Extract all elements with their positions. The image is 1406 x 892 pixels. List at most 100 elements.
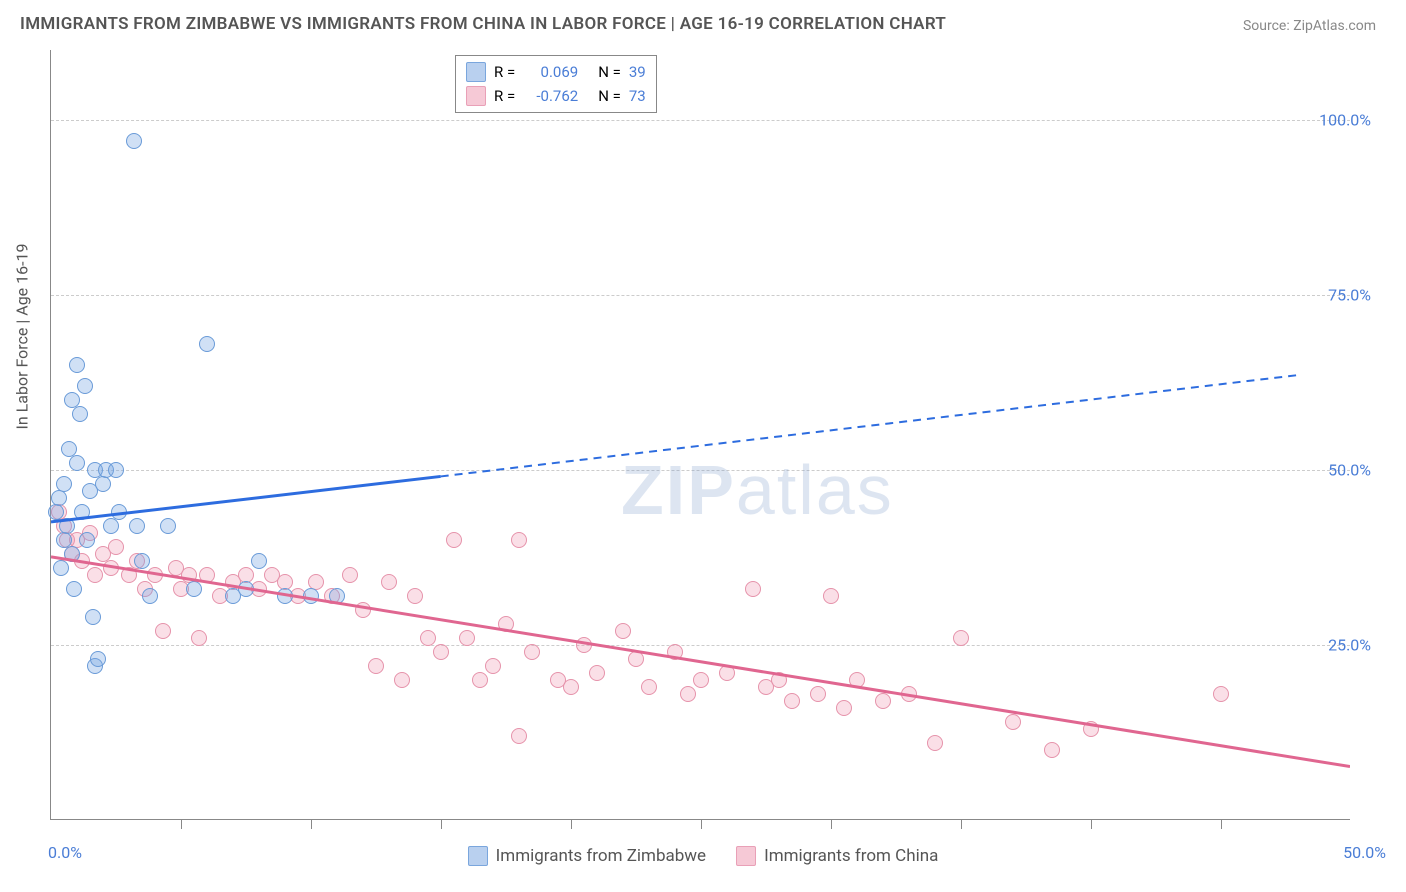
data-point-china <box>433 644 449 660</box>
data-point-china <box>342 567 358 583</box>
y-tick-label: 50.0% <box>1328 461 1371 480</box>
chart-container: IMMIGRANTS FROM ZIMBABWE VS IMMIGRANTS F… <box>0 0 1406 892</box>
r-value: 0.069 <box>523 63 578 81</box>
source-label: Source: ZipAtlas.com <box>1243 18 1376 34</box>
data-point-china <box>576 637 592 653</box>
data-point-china <box>511 728 527 744</box>
plot-area: ZIPatlas <box>50 50 1350 820</box>
r-label: R = <box>494 87 515 105</box>
swatch-china <box>466 86 486 106</box>
data-point-zimbabwe <box>277 588 293 604</box>
r-value: -0.762 <box>523 87 578 105</box>
data-point-china <box>1005 714 1021 730</box>
data-point-zimbabwe <box>251 553 267 569</box>
x-tick <box>961 819 962 829</box>
data-point-zimbabwe <box>56 476 72 492</box>
data-point-zimbabwe <box>79 532 95 548</box>
legend-item-zimbabwe: Immigrants from Zimbabwe <box>468 846 706 866</box>
data-point-china <box>459 630 475 646</box>
data-point-china <box>103 560 119 576</box>
data-point-zimbabwe <box>95 476 111 492</box>
data-point-china <box>745 581 761 597</box>
data-point-zimbabwe <box>186 581 202 597</box>
chart-title: IMMIGRANTS FROM ZIMBABWE VS IMMIGRANTS F… <box>20 14 946 34</box>
data-point-china <box>810 686 826 702</box>
data-point-china <box>836 700 852 716</box>
data-point-china <box>368 658 384 674</box>
data-point-zimbabwe <box>69 357 85 373</box>
x-tick <box>181 819 182 829</box>
n-value: 73 <box>629 87 646 105</box>
x-tick <box>701 819 702 829</box>
data-point-china <box>121 567 137 583</box>
data-point-china <box>953 630 969 646</box>
legend-series: Immigrants from Zimbabwe Immigrants from… <box>0 846 1406 866</box>
data-point-china <box>680 686 696 702</box>
data-point-zimbabwe <box>64 546 80 562</box>
grid-line <box>51 295 1350 296</box>
data-point-china <box>719 665 735 681</box>
data-point-zimbabwe <box>126 133 142 149</box>
n-label: N = <box>598 87 621 105</box>
x-tick-label-left: 0.0% <box>48 843 82 862</box>
trend-lines-svg <box>51 50 1350 819</box>
data-point-china <box>524 644 540 660</box>
data-point-china <box>771 672 787 688</box>
data-point-zimbabwe <box>51 490 67 506</box>
data-point-china <box>1083 721 1099 737</box>
x-tick <box>311 819 312 829</box>
data-point-china <box>927 735 943 751</box>
legend-stats: R = 0.069 N = 39 R = -0.762 N = 73 <box>455 55 657 113</box>
data-point-china <box>693 672 709 688</box>
y-tick-label: 25.0% <box>1328 636 1371 655</box>
data-point-china <box>589 665 605 681</box>
data-point-china <box>875 693 891 709</box>
watermark: ZIPatlas <box>621 450 894 530</box>
swatch-zimbabwe <box>466 62 486 82</box>
data-point-china <box>498 616 514 632</box>
data-point-china <box>901 686 917 702</box>
data-point-china <box>1213 686 1229 702</box>
x-tick <box>1091 819 1092 829</box>
data-point-zimbabwe <box>103 518 119 534</box>
data-point-zimbabwe <box>59 518 75 534</box>
data-point-china <box>784 693 800 709</box>
n-label: N = <box>598 63 621 81</box>
n-value: 39 <box>629 63 646 81</box>
data-point-china <box>615 623 631 639</box>
data-point-china <box>446 532 462 548</box>
data-point-china <box>381 574 397 590</box>
y-tick-label: 100.0% <box>1319 111 1371 130</box>
data-point-china <box>472 672 488 688</box>
data-point-china <box>628 651 644 667</box>
x-tick-label-right: 50.0% <box>1343 843 1386 862</box>
data-point-zimbabwe <box>329 588 345 604</box>
grid-line <box>51 120 1350 121</box>
legend-item-china: Immigrants from China <box>736 846 938 866</box>
data-point-china <box>199 567 215 583</box>
data-point-china <box>641 679 657 695</box>
data-point-zimbabwe <box>108 462 124 478</box>
data-point-china <box>420 630 436 646</box>
data-point-china <box>155 623 171 639</box>
grid-line <box>51 470 1350 471</box>
data-point-china <box>667 644 683 660</box>
data-point-zimbabwe <box>77 378 93 394</box>
data-point-china <box>849 672 865 688</box>
r-label: R = <box>494 63 515 81</box>
data-point-zimbabwe <box>129 518 145 534</box>
data-point-zimbabwe <box>85 609 101 625</box>
data-point-zimbabwe <box>199 336 215 352</box>
swatch-china <box>736 846 756 866</box>
data-point-zimbabwe <box>111 504 127 520</box>
data-point-zimbabwe <box>72 406 88 422</box>
data-point-china <box>563 679 579 695</box>
data-point-zimbabwe <box>142 588 158 604</box>
data-point-china <box>394 672 410 688</box>
data-point-china <box>191 630 207 646</box>
y-tick-label: 75.0% <box>1328 286 1371 305</box>
y-axis-label: In Labor Force | Age 16-19 <box>13 243 32 429</box>
data-point-zimbabwe <box>69 455 85 471</box>
data-point-zimbabwe <box>238 581 254 597</box>
data-point-zimbabwe <box>66 581 82 597</box>
